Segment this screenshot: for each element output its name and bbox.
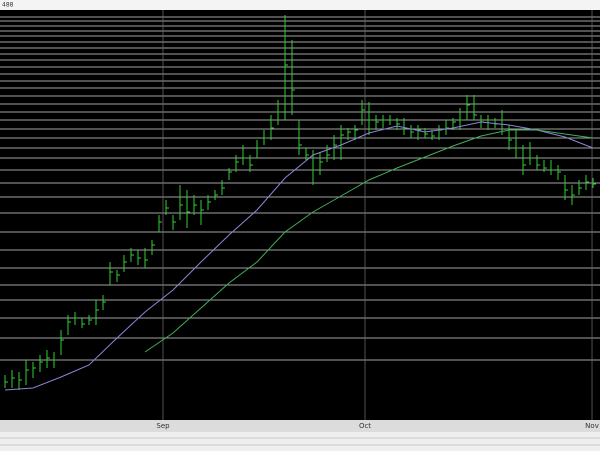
header-label: 488 (2, 2, 14, 9)
scroll-area (0, 432, 600, 451)
top-bar (0, 0, 600, 10)
x-tick-label: Oct (359, 422, 371, 430)
plot-area (0, 10, 600, 420)
x-tick-label: Nov (585, 422, 599, 430)
moving-average (144, 129, 594, 353)
x-tick-label: Sep (156, 422, 170, 430)
x-axis-band (0, 420, 600, 432)
moving-average (4, 121, 594, 391)
